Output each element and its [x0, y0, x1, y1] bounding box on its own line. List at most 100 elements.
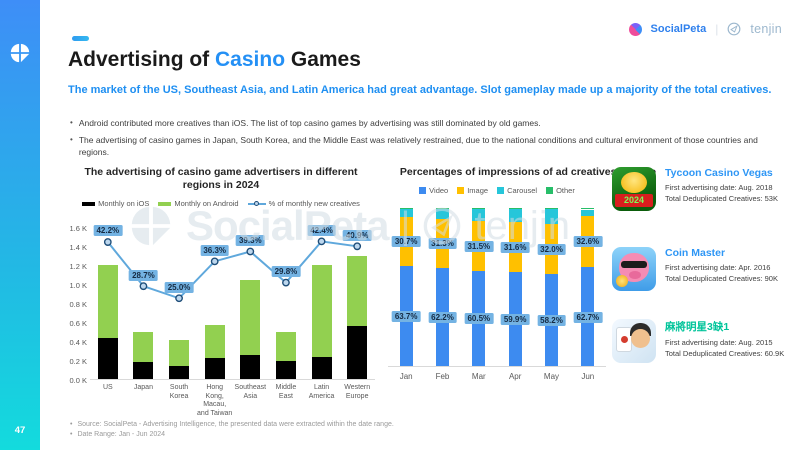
x-axis-label: Japan [133, 384, 153, 392]
game-title: 麻將明星3缺1 [665, 321, 730, 333]
game-first-ad-date: First advertising date: Apr. 2016 [665, 263, 771, 272]
legend-label: Carousel [507, 186, 538, 196]
creative-type-chart-title: Percentages of impressions of ad creativ… [399, 166, 657, 178]
bar-segment-other [545, 208, 558, 210]
y-axis-tick: 1.2 K [69, 261, 87, 271]
x-axis-label: Southeast Asia [234, 384, 267, 400]
legend-item: Video [419, 186, 448, 195]
bar-segment-carousel [472, 209, 486, 221]
legend-swatch [419, 187, 427, 195]
socialpeta-white-logo-icon [10, 43, 30, 63]
x-axis-label: South Korea [169, 384, 189, 400]
game-total-creatives: Total Deduplicated Creatives: 53K [665, 194, 778, 204]
line-data-label: 42.2% [93, 225, 123, 237]
legend-label: Image [467, 186, 489, 196]
game-card-body: Tycoon Casino Vegas First advertising da… [665, 167, 778, 211]
bullet-text: The advertising of casino games in Japan… [78, 135, 758, 158]
footnotes: • Source: SocialPeta - Advertising Intell… [70, 420, 394, 440]
legend-item: Carousel [497, 186, 537, 195]
tycoon-casino-vegas-app-icon: 2024 [612, 167, 656, 211]
x-axis-label: Middle East [275, 384, 297, 400]
title-suffix: Games [285, 48, 361, 71]
page-title: Advertising of Casino Games [68, 48, 361, 72]
game-total-creatives: Total Deduplicated Creatives: 90K [665, 274, 778, 284]
bar-segment-monthly-on-android [311, 265, 332, 357]
legend-label: Monthly on Android [174, 199, 239, 209]
legend-label: Other [556, 186, 575, 196]
game-card-mahjong-star: 麻將明星3缺1 First advertising date: Aug. 201… [612, 319, 798, 363]
bar-segment-carousel [436, 209, 449, 219]
regions-chart-title: The advertising of casino game advertise… [84, 166, 358, 192]
segment-data-label: 30.7% [391, 236, 421, 248]
bar-segment-carousel [399, 209, 413, 218]
left-sidebar-strip: 47 [0, 0, 40, 450]
line-series-svg [103, 237, 362, 303]
legend-swatch [457, 187, 465, 195]
title-prefix: Advertising of [68, 48, 216, 71]
key-insight-subtitle: The market of the US, Southeast Asia, an… [68, 84, 772, 96]
footnote-date-range: • Date Range: Jan - Jun 2024 [70, 430, 394, 440]
y-axis-tick: 0.2 K [69, 356, 87, 366]
legend-swatch [497, 187, 505, 195]
snout-shape [629, 271, 641, 279]
legend-line-swatch [247, 200, 266, 208]
line-data-label: 29.8% [271, 266, 301, 278]
segment-data-label: 63.7% [391, 310, 421, 322]
segment-data-label: 32.0% [537, 243, 566, 255]
brand-bar: SocialPeta | tenjin [628, 22, 782, 36]
bar-segment-monthly-on-android [133, 331, 154, 363]
regions-chart-legend: Monthly on iOS Monthly on Android % of mon… [62, 199, 380, 208]
legend-item: Other [546, 186, 575, 195]
x-axis-label: Jan [399, 372, 413, 382]
x-axis-label: May [543, 372, 560, 382]
x-axis-label: Latin America [308, 384, 335, 400]
socialpeta-wordmark: SocialPeta [650, 23, 707, 35]
bullet-marker: • [70, 421, 73, 428]
mahjong-star-app-icon [612, 319, 656, 363]
game-title: Tycoon Casino Vegas [665, 167, 773, 179]
line-data-label: 36.3% [200, 244, 230, 256]
socialpeta-logo-icon [628, 22, 642, 36]
y-axis-tick: 1.4 K [69, 242, 87, 252]
segment-data-label: 31.5% [464, 240, 494, 252]
bar-segment-monthly-on-ios [97, 337, 118, 380]
bar-segment-other [508, 208, 522, 210]
tile-dot-shape [621, 336, 628, 343]
legend-item: Monthly on Android [158, 199, 239, 209]
y-axis-tick: 0.8 K [69, 299, 87, 309]
bar-segment-monthly-on-ios [133, 362, 154, 380]
line-data-label: 40.9% [342, 229, 372, 241]
legend-swatch [546, 187, 554, 195]
x-axis-label: Mar [471, 372, 486, 382]
bar-segment-monthly-on-android [240, 279, 261, 355]
segment-data-label: 58.2% [537, 315, 566, 327]
legend-item: % of monthly new creatives [247, 199, 360, 208]
game-title: Coin Master [665, 247, 726, 259]
brand-separator: | [715, 22, 719, 36]
game-card-body: Coin Master First advertising date: Apr.… [665, 247, 778, 291]
y-axis-tick: 1.6 K [69, 223, 87, 233]
bar-segment-carousel [508, 209, 522, 222]
bar-segment-monthly-on-android [204, 325, 225, 358]
x-axis-label: Jun [581, 372, 595, 382]
creative-type-chart: Percentages of impressions of ad creativ… [383, 166, 656, 417]
tenjin-wordmark: tenjin [750, 22, 782, 36]
bar-segment-other [399, 208, 413, 210]
footnote-source: • Source: SocialPeta - Advertising Intell… [70, 420, 394, 430]
plot-area [388, 208, 606, 368]
segment-data-label: 31.6% [500, 241, 530, 253]
bullet-marker: • [70, 118, 73, 127]
creative-type-chart-legend: Video Image Carousel Other [383, 186, 611, 195]
line-data-label: 42.4% [307, 224, 336, 236]
gold-coin-shape [616, 275, 628, 287]
segment-data-label: 62.7% [573, 311, 603, 323]
bar-segment-monthly-on-ios [169, 366, 190, 380]
line-data-label: 39.3% [235, 234, 265, 246]
game-card-body: 麻將明星3缺1 First advertising date: Aug. 201… [665, 319, 784, 363]
legend-swatch [158, 202, 172, 206]
segment-data-label: 32.6% [573, 236, 603, 248]
footnote-text: Date Range: Jan - Jun 2024 [77, 431, 166, 439]
regions-chart-plot: 0.0 K 0.2 K 0.4 K 0.6 K 0.8 K 1.0 K 1.2 K 1.4 K… [62, 212, 380, 430]
sunglasses-shape [621, 261, 647, 268]
legend-item: Image [457, 186, 488, 195]
